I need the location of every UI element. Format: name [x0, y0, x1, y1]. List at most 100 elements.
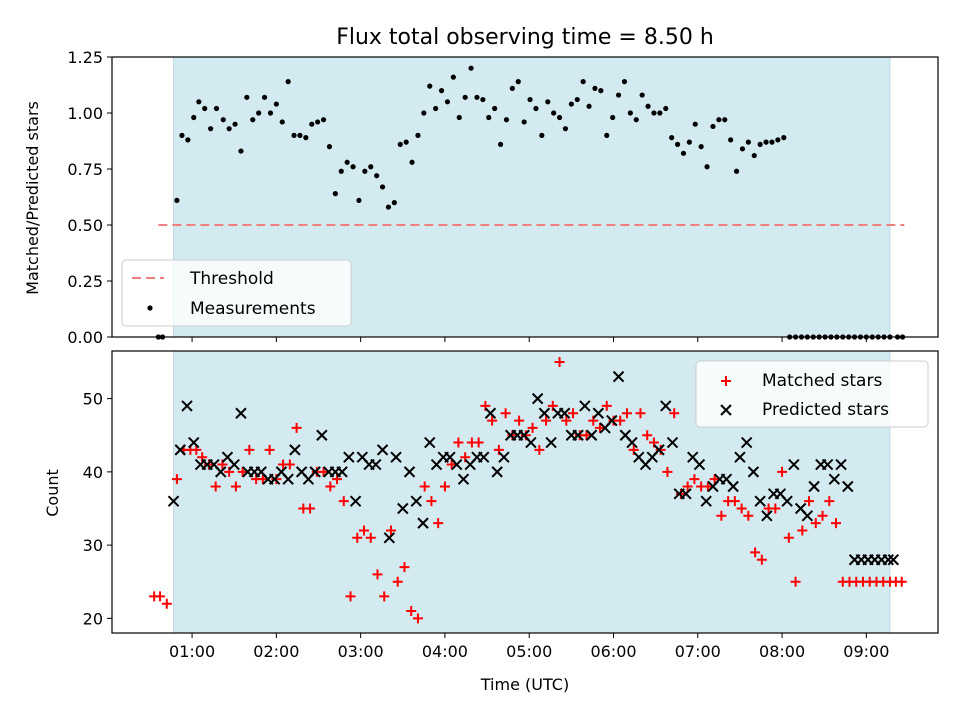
series-matched-stars — [149, 356, 907, 624]
data-point — [551, 110, 557, 116]
data-point — [250, 117, 256, 123]
y-tick-label: 0.25 — [67, 272, 103, 291]
data-point — [817, 510, 828, 521]
data-point — [487, 415, 498, 426]
data-point — [305, 503, 316, 514]
data-point — [645, 103, 651, 109]
data-point — [171, 474, 182, 485]
data-point — [226, 126, 232, 132]
legend-measurements-label: Measurements — [190, 299, 316, 319]
data-point — [385, 525, 396, 536]
data-point — [453, 437, 464, 448]
data-point — [181, 400, 193, 412]
data-point — [736, 503, 747, 514]
data-point — [427, 83, 433, 89]
data-point — [202, 105, 208, 112]
data-point — [592, 85, 598, 91]
data-point — [545, 436, 557, 449]
data-point — [188, 436, 200, 449]
legend-matched-label: Matched stars — [762, 371, 882, 391]
data-point — [238, 148, 244, 154]
data-point — [680, 150, 687, 156]
x-tick-label: 01:00 — [169, 642, 215, 661]
data-point — [419, 481, 430, 492]
data-point — [474, 94, 480, 100]
data-point — [191, 444, 202, 455]
data-point — [370, 458, 382, 471]
data-point — [586, 103, 592, 109]
y-tick-label: 0.75 — [67, 160, 103, 179]
series-predicted-stars — [167, 370, 900, 566]
data-point — [777, 466, 788, 477]
data-point — [480, 96, 486, 103]
data-point — [397, 502, 409, 515]
data-point — [775, 137, 781, 143]
x-tick-label: 06:00 — [590, 642, 636, 661]
data-point — [284, 459, 295, 470]
data-point — [808, 480, 820, 493]
data-point — [379, 591, 390, 602]
data-point — [756, 554, 767, 565]
data-point — [438, 88, 445, 94]
data-point — [612, 370, 625, 383]
data-point — [191, 114, 197, 121]
data-point — [297, 132, 303, 138]
data-point — [562, 126, 569, 132]
data-point — [754, 495, 766, 507]
data-point — [409, 159, 415, 165]
data-point — [514, 415, 525, 426]
legend-predicted-label: Predicted stars — [762, 400, 889, 420]
data-point — [338, 168, 344, 174]
data-point — [303, 135, 309, 141]
data-point — [289, 444, 301, 456]
data-point — [326, 144, 333, 150]
data-point — [615, 92, 622, 98]
data-point — [663, 105, 669, 112]
data-point — [761, 510, 773, 522]
data-point — [533, 105, 539, 112]
data-point — [639, 92, 645, 98]
y-tick-label: 40 — [83, 463, 103, 482]
data-point — [740, 436, 753, 449]
data-point — [604, 132, 610, 138]
legend-predicted-swatch — [720, 404, 732, 416]
data-point — [309, 466, 321, 478]
data-point — [842, 480, 854, 493]
data-point — [733, 168, 740, 174]
data-point — [727, 480, 739, 493]
data-point — [344, 159, 350, 165]
data-point — [477, 451, 490, 463]
data-point — [500, 408, 511, 419]
data-point — [882, 554, 894, 566]
data-point — [264, 444, 275, 455]
data-point — [653, 444, 665, 456]
data-point — [232, 121, 238, 127]
data-point — [655, 444, 666, 455]
data-point — [561, 415, 572, 426]
data-point — [831, 518, 842, 529]
data-point — [257, 474, 268, 485]
data-point — [541, 415, 552, 426]
data-point — [716, 510, 727, 521]
data-point — [729, 496, 740, 507]
data-point — [244, 444, 255, 455]
x-tick-label: 09:00 — [843, 642, 889, 661]
data-point — [433, 518, 444, 529]
data-point — [698, 144, 704, 150]
data-point — [821, 458, 834, 471]
data-point — [580, 79, 586, 85]
data-point — [734, 451, 746, 463]
data-point — [456, 114, 462, 121]
data-point — [397, 141, 403, 147]
data-point — [633, 117, 639, 123]
data-point — [439, 481, 450, 492]
data-point — [534, 444, 545, 455]
top-y-axis-label: Matched/Predicted stars — [23, 101, 42, 295]
data-point — [282, 473, 294, 485]
data-point — [235, 407, 247, 419]
data-point — [525, 436, 537, 449]
data-point — [527, 422, 538, 433]
data-point — [345, 591, 356, 602]
data-point — [674, 141, 681, 147]
data-point — [682, 481, 693, 492]
